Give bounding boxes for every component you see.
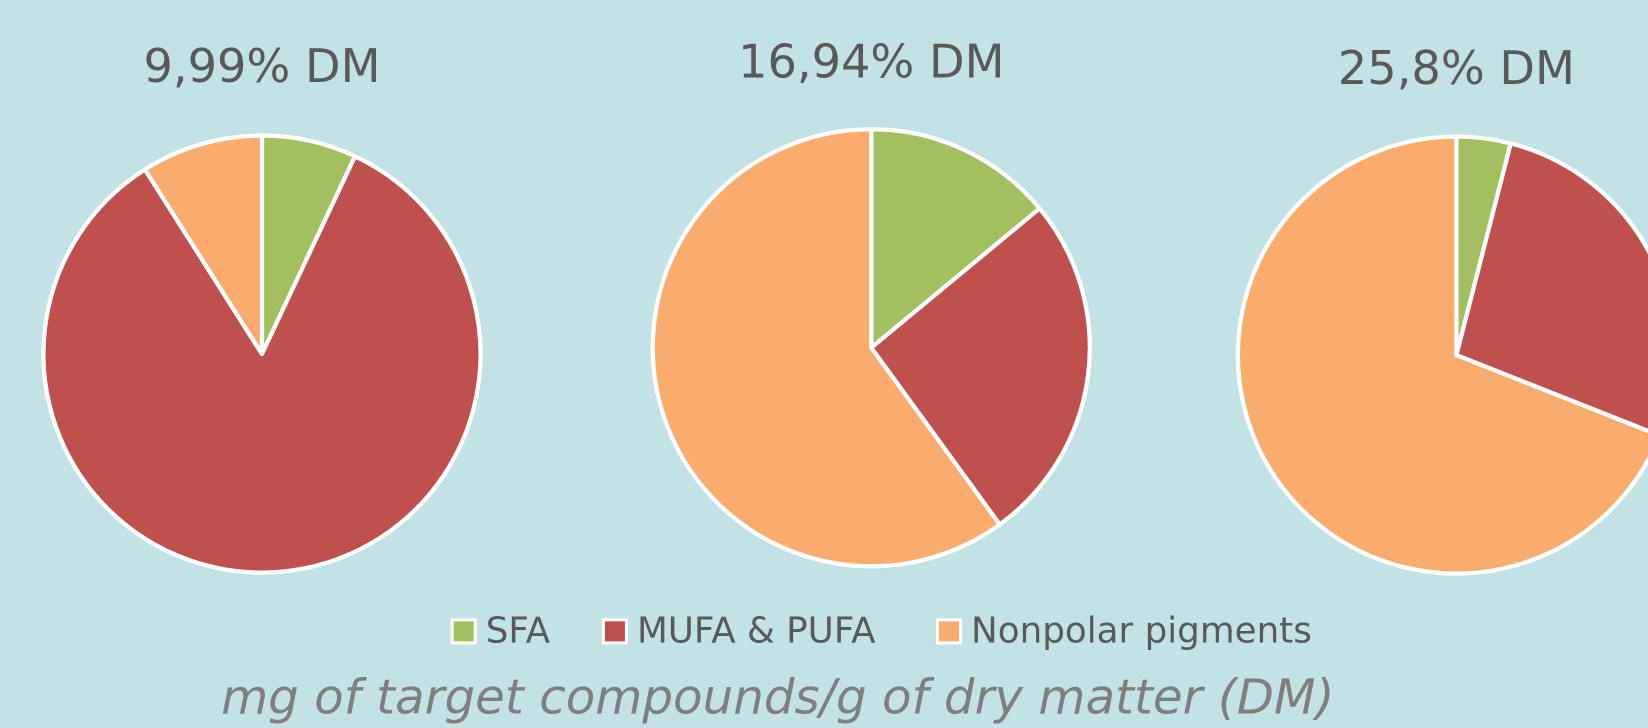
pie-slice <box>142 133 265 357</box>
legend-swatch <box>935 618 963 645</box>
legend-swatch <box>601 618 629 645</box>
legend-label: SFA <box>486 610 551 651</box>
caption: mg of target compounds/g of dry matter (… <box>221 670 1334 726</box>
pie-title: 16,94% DM <box>738 35 1004 89</box>
legend-swatch <box>450 618 477 645</box>
legend-label: Nonpolar pigments <box>971 610 1312 651</box>
pie-title: 25,8% DM <box>1338 41 1575 95</box>
pie-title: 9,99% DM <box>143 39 380 93</box>
pie-slice <box>1235 134 1648 576</box>
legend-label: MUFA & PUFA <box>637 610 876 651</box>
pie-slice <box>869 206 1092 527</box>
pie-slice <box>650 127 1002 569</box>
pie-slice <box>1454 141 1648 434</box>
pie-slice <box>41 154 483 575</box>
pie-slice <box>869 127 1042 350</box>
